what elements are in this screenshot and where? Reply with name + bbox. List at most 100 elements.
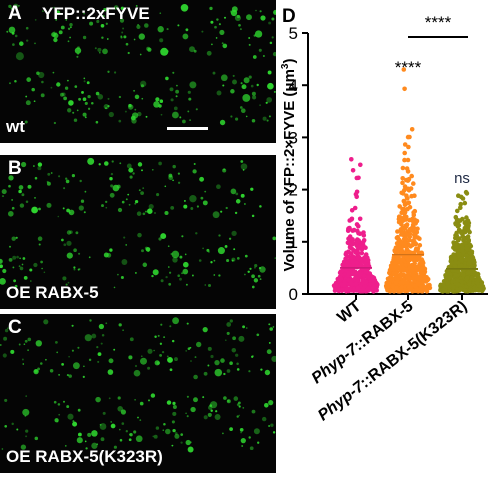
punctum xyxy=(73,118,78,122)
punctum xyxy=(6,30,9,33)
punctum xyxy=(236,362,239,365)
punctum xyxy=(109,176,113,181)
punctum xyxy=(34,42,36,45)
punctum xyxy=(212,71,216,75)
punctum xyxy=(139,53,142,56)
punctum xyxy=(50,172,53,174)
punctum xyxy=(214,25,217,29)
data-point xyxy=(466,270,471,275)
data-point xyxy=(401,236,407,242)
punctum xyxy=(16,428,19,431)
punctum xyxy=(271,36,274,39)
y-axis-label-superscript: 3 xyxy=(280,63,291,69)
punctum xyxy=(145,115,148,118)
punctum xyxy=(19,257,21,260)
data-point xyxy=(464,253,469,258)
punctum xyxy=(165,76,169,81)
punctum xyxy=(257,274,261,278)
punctum xyxy=(213,274,216,276)
punctum xyxy=(91,102,94,105)
punctum xyxy=(251,355,254,358)
punctum xyxy=(232,79,237,85)
punctum xyxy=(148,204,154,210)
punctum xyxy=(25,435,28,438)
punctum xyxy=(118,119,122,123)
punctum xyxy=(185,28,189,32)
punctum xyxy=(145,210,147,213)
data-point xyxy=(459,257,464,263)
punctum xyxy=(101,204,104,208)
punctum xyxy=(122,27,125,30)
punctum xyxy=(105,107,107,109)
punctum xyxy=(244,273,246,276)
punctum xyxy=(118,323,122,327)
punctum xyxy=(238,23,241,27)
data-point xyxy=(407,217,412,223)
punctum xyxy=(272,326,275,328)
punctum xyxy=(76,109,79,112)
punctum xyxy=(171,420,175,424)
punctum xyxy=(134,199,139,204)
punctum xyxy=(152,435,155,438)
punctum xyxy=(25,100,31,106)
punctum xyxy=(267,82,274,90)
punctum xyxy=(41,80,44,84)
punctum xyxy=(140,84,145,88)
punctum xyxy=(259,278,262,280)
punctum xyxy=(195,232,198,235)
punctum xyxy=(221,42,224,45)
punctum xyxy=(171,339,175,343)
punctum xyxy=(58,413,61,416)
punctum xyxy=(138,189,141,192)
punctum xyxy=(117,207,123,213)
data-point xyxy=(419,284,424,290)
punctum xyxy=(99,423,107,430)
punctum xyxy=(0,258,3,264)
punctum xyxy=(232,336,236,341)
punctum xyxy=(220,210,223,213)
punctum xyxy=(120,275,124,280)
punctum xyxy=(243,77,250,84)
data-point xyxy=(405,134,411,140)
punctum xyxy=(151,168,154,171)
punctum xyxy=(262,116,267,121)
punctum xyxy=(168,266,170,268)
data-point xyxy=(371,288,376,294)
punctum xyxy=(260,368,263,371)
punctum xyxy=(207,283,212,288)
punctum xyxy=(236,403,240,406)
data-point xyxy=(453,244,459,250)
punctum xyxy=(96,346,99,349)
punctum xyxy=(167,356,173,363)
punctum xyxy=(179,116,182,119)
punctum xyxy=(87,432,92,437)
punctum xyxy=(222,43,228,49)
data-point xyxy=(398,272,404,277)
y-axis-label-close: ) xyxy=(281,59,298,64)
punctum xyxy=(269,327,274,331)
punctum xyxy=(232,74,235,77)
punctum xyxy=(117,273,119,276)
punctum xyxy=(230,188,237,195)
data-point xyxy=(459,230,464,236)
data-point xyxy=(354,260,359,266)
punctum xyxy=(86,81,90,85)
punctum xyxy=(78,205,84,211)
data-point xyxy=(416,289,421,294)
punctum xyxy=(163,422,166,426)
data-point xyxy=(394,265,400,270)
punctum xyxy=(258,48,262,52)
punctum xyxy=(268,115,271,118)
data-point xyxy=(461,272,466,278)
punctum xyxy=(64,445,67,447)
punctum xyxy=(108,111,114,118)
punctum xyxy=(139,419,142,421)
punctum xyxy=(251,355,254,358)
punctum xyxy=(147,366,151,370)
data-point xyxy=(456,222,462,228)
punctum xyxy=(172,179,174,182)
punctum xyxy=(0,278,6,285)
punctum xyxy=(161,350,165,354)
punctum xyxy=(128,438,132,442)
punctum xyxy=(101,36,104,39)
